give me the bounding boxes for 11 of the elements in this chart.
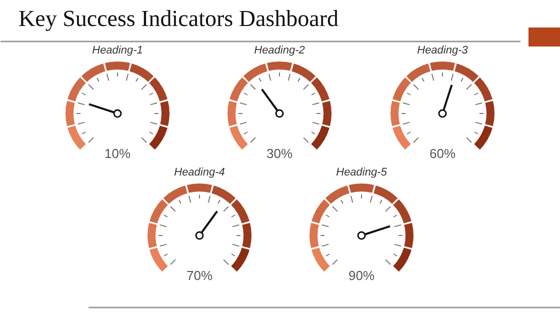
category-label: Heading-2 [254, 44, 305, 56]
data-label: 70% [186, 268, 213, 283]
data-label: 60% [429, 146, 456, 161]
category-label: Heading-1 [92, 44, 143, 56]
text: Key Success Indicators Dashboard [18, 6, 339, 31]
category-label: Heading-5 [336, 166, 388, 178]
data-label: 90% [348, 268, 375, 283]
data-label: 30% [266, 146, 293, 161]
category-label: Heading-4 [174, 166, 225, 178]
data-label: 10% [104, 146, 131, 161]
category-label: Heading-3 [417, 44, 469, 56]
